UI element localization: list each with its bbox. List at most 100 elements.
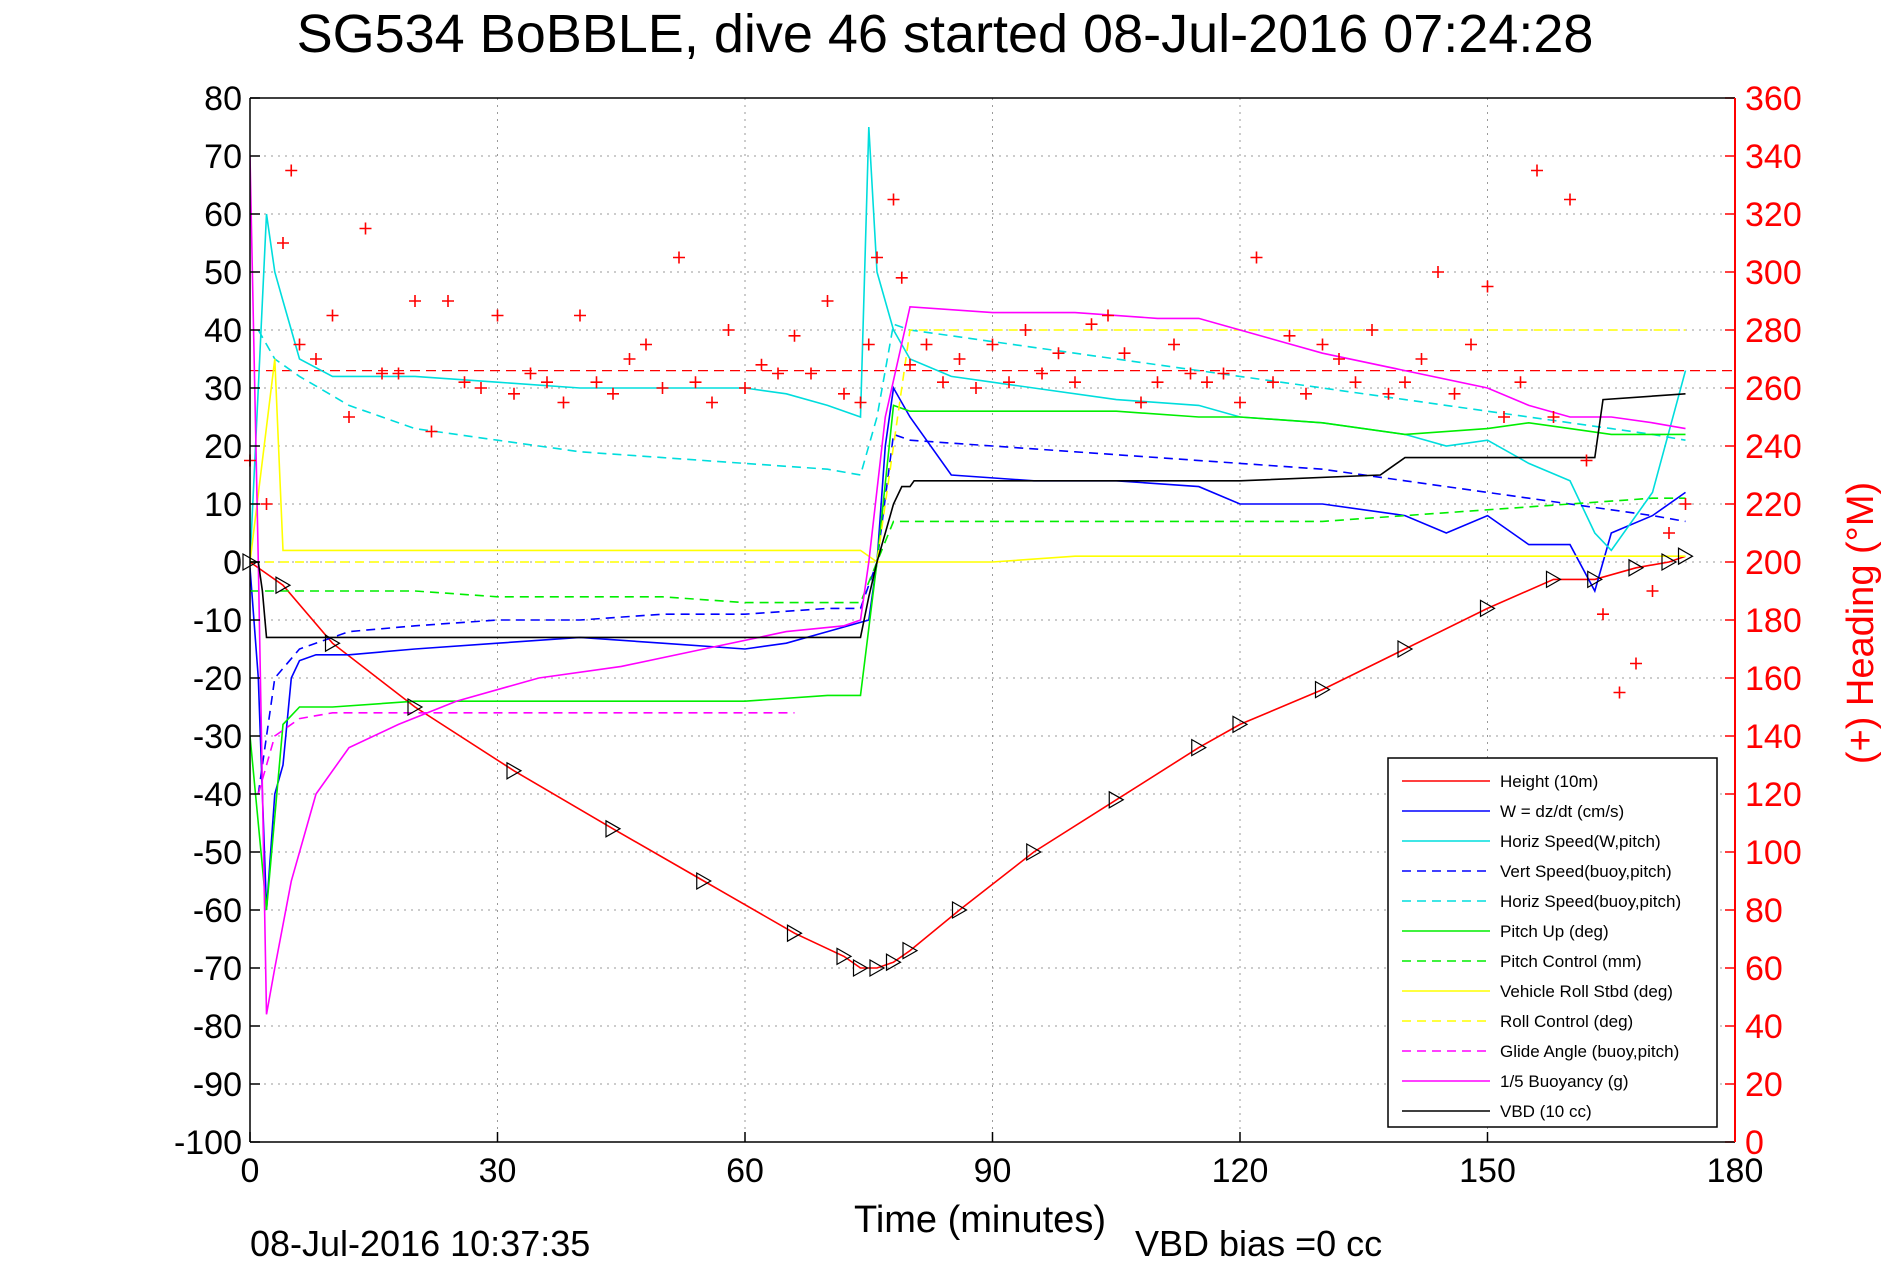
heading-point — [656, 382, 669, 394]
heading-point — [1432, 266, 1444, 278]
x-tick-label: 60 — [726, 1152, 764, 1190]
legend-label: Height (10m) — [1500, 772, 1598, 791]
heading-point — [392, 367, 405, 380]
heading-point — [1333, 353, 1345, 365]
y-tick-label: -30 — [193, 718, 242, 756]
height-point-marker — [1587, 570, 1603, 589]
height-point-marker — [605, 819, 622, 838]
heading-point — [854, 396, 867, 409]
y2-tick-label: 120 — [1745, 776, 1802, 814]
plot-series — [242, 126, 1735, 1015]
height-point-marker — [407, 697, 424, 717]
height-point-marker — [902, 941, 919, 960]
x-tick-label: 30 — [479, 1152, 517, 1190]
heading-point — [1531, 164, 1543, 177]
footer-vbd-bias: VBD bias =0 cc — [1135, 1223, 1382, 1262]
heading-point — [1630, 657, 1642, 670]
height-point-marker — [836, 947, 853, 966]
heading-point — [607, 387, 619, 400]
heading-point — [1613, 686, 1626, 699]
heading-point — [574, 309, 586, 322]
height-point-marker — [869, 958, 886, 978]
y2-tick-label: 140 — [1745, 718, 1802, 756]
height-point-marker — [696, 871, 712, 891]
y2-tick-label: 40 — [1745, 1008, 1783, 1046]
height-point-marker — [786, 924, 803, 943]
y-tick-label: -100 — [174, 1124, 242, 1162]
heading-point — [277, 237, 289, 249]
legend-label: Horiz Speed(W,pitch) — [1500, 832, 1661, 851]
heading-point — [1118, 347, 1131, 360]
heading-point — [1564, 193, 1576, 206]
y-tick-label: -40 — [193, 776, 242, 814]
legend-label: Pitch Up (deg) — [1500, 922, 1609, 941]
footer-timestamp: 08-Jul-2016 10:37:35 — [250, 1223, 590, 1262]
legend-label: VBD (10 cc) — [1500, 1102, 1592, 1121]
y2-tick-label: 0 — [1745, 1124, 1764, 1162]
heading-point — [640, 338, 652, 351]
heading-point — [1366, 324, 1378, 336]
height-point-marker — [1397, 639, 1414, 659]
heading-point — [904, 358, 916, 371]
axes — [249, 97, 1736, 1143]
legend-label: Vehicle Roll Stbd (deg) — [1500, 982, 1673, 1001]
heading-point — [1250, 251, 1263, 264]
y2-tick-label: 300 — [1745, 254, 1802, 292]
heading-point — [706, 396, 718, 409]
heading-point — [1597, 608, 1609, 621]
heading-point — [937, 376, 949, 389]
heading-point — [326, 309, 339, 322]
y2-tick-label: 320 — [1745, 196, 1802, 234]
height-point-marker — [1661, 552, 1678, 572]
y-tick-label: -70 — [193, 950, 242, 988]
y-tick-label: 40 — [204, 312, 242, 350]
height-point-marker — [324, 634, 341, 653]
legend-label: Vert Speed(buoy,pitch) — [1500, 862, 1672, 881]
y-tick-label: 70 — [204, 138, 242, 176]
legend: Height (10m) W = dz/dt (cm/s) Horiz Speed(… — [1387, 757, 1718, 1128]
heading-point — [920, 338, 933, 351]
y-tick-label: -90 — [193, 1066, 242, 1104]
series-line-vehicle-roll-stbd-deg — [250, 358, 1686, 563]
y2-tick-label: 340 — [1745, 138, 1802, 176]
height-point-marker — [506, 761, 523, 780]
height-point-marker — [1628, 558, 1645, 577]
heading-point — [1316, 338, 1329, 351]
heading-point — [755, 358, 768, 371]
series-line-vert-speed-buoy-pitch — [257, 433, 1686, 795]
heading-point — [1003, 376, 1015, 389]
series-line-1-5-buoyancy-g — [250, 155, 1686, 1015]
heading-point — [739, 382, 751, 394]
heading-point — [1663, 527, 1675, 539]
y-tick-label: -10 — [193, 602, 242, 640]
y2-tick-label: 60 — [1745, 950, 1783, 988]
x-tick-label: 120 — [1212, 1152, 1269, 1190]
heading-point — [310, 353, 322, 365]
heading-point — [1349, 376, 1362, 389]
x-tick-label: 150 — [1459, 1152, 1516, 1190]
heading-point — [1399, 376, 1411, 389]
series-line-pitch-up-deg — [250, 404, 1686, 911]
y2-tick-label: 200 — [1745, 544, 1802, 582]
y2-tick-label: 100 — [1745, 834, 1802, 872]
heading-point — [1382, 387, 1395, 400]
y-tick-label: -50 — [193, 834, 242, 872]
height-point-marker — [1108, 790, 1125, 809]
x-tick-label: 180 — [1707, 1152, 1764, 1190]
y2-tick-label: 280 — [1745, 312, 1802, 350]
heading-point — [508, 387, 520, 400]
heading-point — [1514, 376, 1527, 389]
y-tick-label: 0 — [223, 544, 242, 582]
series-line-roll-control-deg — [250, 329, 1686, 563]
heading-point — [524, 367, 537, 380]
heading-point — [442, 295, 454, 307]
heading-point — [1646, 585, 1659, 597]
y2-tick-label: 180 — [1745, 602, 1802, 640]
heading-point — [557, 396, 570, 409]
heading-point — [260, 498, 273, 510]
y2-tick-label: 360 — [1745, 80, 1802, 118]
y-tick-label: -60 — [193, 892, 242, 930]
heading-point — [1465, 338, 1477, 351]
y2-tick-label: 20 — [1745, 1066, 1783, 1104]
